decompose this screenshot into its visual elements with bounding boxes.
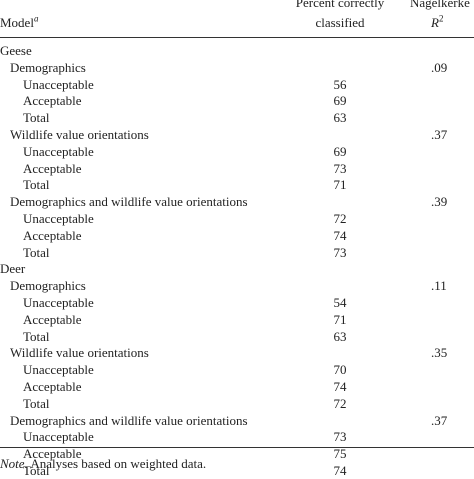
r2-value: .35 xyxy=(431,345,448,361)
percent-value: 54 xyxy=(333,295,347,310)
percent-value: 69 xyxy=(333,143,347,159)
percent-value: 75 xyxy=(333,446,347,462)
r2-power: 2 xyxy=(438,13,444,24)
percent-value: 71 xyxy=(333,177,347,193)
r2-value: .37 xyxy=(431,127,448,142)
row-label: Unacceptable xyxy=(23,429,94,445)
row-label: Total xyxy=(23,244,50,260)
group-label: Deer xyxy=(0,261,26,277)
row-label: Acceptable xyxy=(23,446,82,462)
group-label: Geese xyxy=(0,43,32,58)
row-label: Unacceptable xyxy=(23,295,94,310)
percent-value: 74 xyxy=(333,463,347,478)
note-label: Note. xyxy=(0,456,28,471)
model-label: Demographics xyxy=(10,59,86,75)
row-label: Total xyxy=(23,110,50,126)
r2-value: .37 xyxy=(431,412,448,428)
model-label: Demographics and wildlife value orientat… xyxy=(10,412,248,428)
percent-value: 63 xyxy=(333,110,347,126)
row-label: Unacceptable xyxy=(23,362,94,378)
header-percent-2: classified xyxy=(315,15,365,30)
header-model: Modela xyxy=(0,13,39,31)
row-label: Acceptable xyxy=(23,311,82,327)
note: Note. Analyses based on weighted data. xyxy=(0,456,206,472)
model-label: Model xyxy=(0,15,34,30)
row-label: Unacceptable xyxy=(23,76,94,92)
note-text: Analyses based on weighted data. xyxy=(30,456,207,471)
row-label: Acceptable xyxy=(23,160,82,176)
percent-value: 71 xyxy=(333,311,347,327)
row-label: Total xyxy=(23,395,50,411)
percent-value: 70 xyxy=(333,362,347,378)
row-label: Unacceptable xyxy=(23,143,94,159)
model-note: a xyxy=(33,13,39,24)
row-label: Acceptable xyxy=(23,227,82,243)
header-r2-1: Nagelkerke xyxy=(410,0,470,10)
percent-value: 72 xyxy=(333,395,347,411)
row-label: Total xyxy=(23,177,50,193)
row-label: Total xyxy=(23,328,50,344)
r2-value: .11 xyxy=(431,278,447,294)
percent-value: 74 xyxy=(333,379,347,394)
r2-value: .39 xyxy=(431,194,448,210)
model-label: Demographics xyxy=(10,278,86,294)
bottom-rule xyxy=(0,447,474,448)
row-label: Acceptable xyxy=(23,379,82,394)
percent-value: 63 xyxy=(333,328,347,344)
percent-value: 72 xyxy=(333,211,347,226)
header-percent-1: Percent correctly xyxy=(295,0,385,10)
model-label: Wildlife value orientations xyxy=(10,127,149,142)
model-label: Demographics and wildlife value orientat… xyxy=(10,194,248,210)
model-label: Wildlife value orientations xyxy=(10,345,149,361)
percent-value: 73 xyxy=(333,160,347,176)
percent-value: 73 xyxy=(333,429,347,445)
row-label: Acceptable xyxy=(23,93,82,109)
header-r2: R2 xyxy=(431,13,444,31)
percent-value: 73 xyxy=(333,244,347,260)
r2-symbol: R xyxy=(431,15,439,30)
percent-value: 56 xyxy=(333,76,347,92)
percent-value: 69 xyxy=(333,93,347,109)
percent-value: 74 xyxy=(333,227,347,243)
header-rule xyxy=(0,37,474,38)
row-label: Unacceptable xyxy=(23,211,94,226)
r2-value: .09 xyxy=(431,59,448,75)
